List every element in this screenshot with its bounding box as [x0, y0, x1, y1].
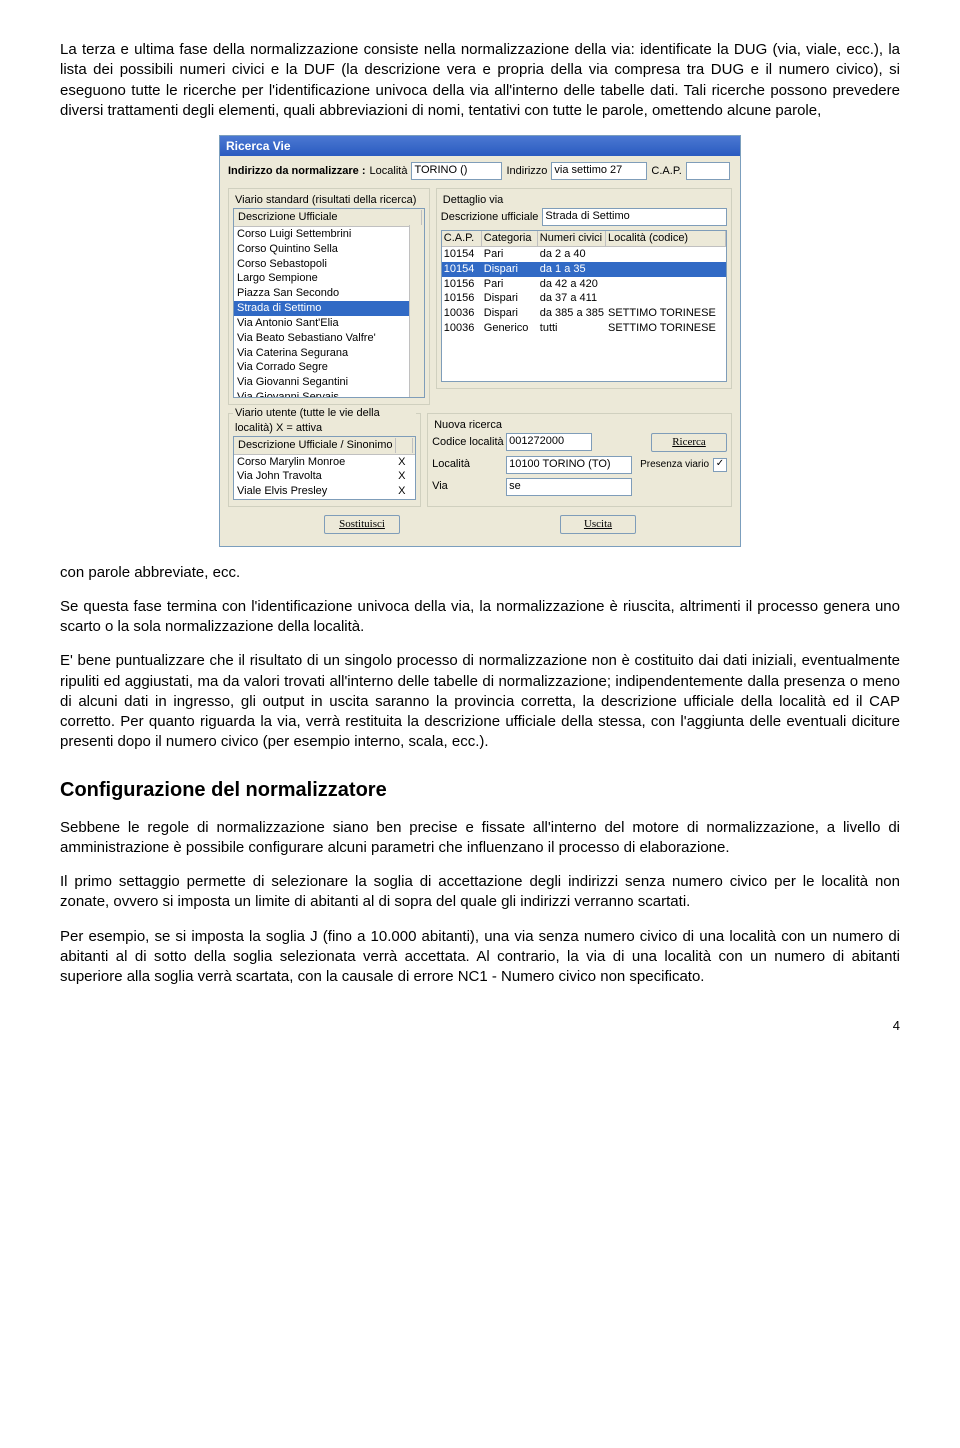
paragraph-6: Il primo settaggio permette di seleziona…: [60, 872, 900, 913]
grp-dettaglio-via: Dettaglio via Descrizione ufficiale Stra…: [436, 188, 732, 389]
paragraph-2: con parole abbreviate, ecc.: [60, 563, 900, 583]
lbl-indirizzo2: Indirizzo: [506, 164, 547, 179]
det-cell[interactable]: da 42 a 420: [538, 277, 606, 292]
viario-item[interactable]: Largo Sempione: [234, 271, 424, 286]
det-cell[interactable]: SETTIMO TORINESE: [606, 306, 726, 321]
det-cell[interactable]: [606, 262, 726, 277]
paragraph-4: E' bene puntualizzare che il risultato d…: [60, 651, 900, 752]
utente-item[interactable]: Via John TravoltaX: [234, 469, 415, 484]
det-cell[interactable]: 10156: [442, 277, 482, 292]
viario-utente-list[interactable]: Descrizione Ufficiale / Sinonimo Corso M…: [233, 436, 416, 500]
grp-nuova-ricerca: Nuova ricerca Codice località 001272000 …: [427, 413, 732, 507]
det-cell[interactable]: [606, 247, 726, 262]
inp-cap[interactable]: [686, 162, 730, 180]
det-cell[interactable]: 10036: [442, 321, 482, 336]
grp-viario-standard: Viario standard (risultati della ricerca…: [228, 188, 430, 405]
lbl-indirizzo: Indirizzo da normalizzare :: [228, 164, 366, 179]
lbl-localita: Località: [370, 164, 408, 179]
utente-item[interactable]: Viale Elvis PresleyX: [234, 484, 415, 499]
viario-standard-list[interactable]: Descrizione Ufficiale Corso Luigi Settem…: [233, 208, 425, 398]
col-descrizione: Descrizione Ufficiale: [236, 210, 422, 225]
det-col-header: Categoria: [482, 231, 538, 247]
btn-sostituisci[interactable]: Sostituisci: [324, 515, 400, 534]
viario-item[interactable]: Via Giovanni Servais: [234, 390, 424, 398]
paragraph-5: Sebbene le regole di normalizzazione sia…: [60, 818, 900, 859]
scrollbar-icon[interactable]: [409, 225, 424, 397]
det-col-header: Località (codice): [606, 231, 726, 247]
det-cell[interactable]: Pari: [482, 247, 538, 262]
det-cell[interactable]: 10154: [442, 247, 482, 262]
det-cell[interactable]: 10036: [442, 306, 482, 321]
det-col-header: Numeri civici: [538, 231, 606, 247]
viario-item[interactable]: Via Corrado Segre: [234, 360, 424, 375]
paragraph-1: La terza e ultima fase della normalizzaz…: [60, 40, 900, 121]
heading-configurazione: Configurazione del normalizzatore: [60, 777, 900, 804]
inp-localita[interactable]: TORINO (): [411, 162, 502, 180]
dialog-titlebar: Ricerca Vie: [220, 136, 740, 156]
grp-viario-utente-label: Viario utente (tutte le vie della locali…: [233, 406, 416, 436]
det-cell[interactable]: da 2 a 40: [538, 247, 606, 262]
lbl-localita2: Località: [432, 457, 502, 472]
utente-item[interactable]: Corso Marylin MonroeX: [234, 455, 415, 470]
viario-item[interactable]: Piazza San Secondo: [234, 286, 424, 301]
ricerca-vie-dialog: Ricerca Vie Indirizzo da normalizzare : …: [219, 135, 741, 547]
det-cell[interactable]: SETTIMO TORINESE: [606, 321, 726, 336]
col-desc-sinonimo: Descrizione Ufficiale / Sinonimo: [236, 438, 396, 453]
inp-codice-localita[interactable]: 001272000: [506, 433, 592, 451]
det-cell[interactable]: Dispari: [482, 291, 538, 306]
det-cell[interactable]: Generico: [482, 321, 538, 336]
inp-localita2[interactable]: 10100 TORINO (TO): [506, 456, 632, 474]
det-col-header: C.A.P.: [442, 231, 482, 247]
det-cell[interactable]: Dispari: [482, 262, 538, 277]
viario-item[interactable]: Via Giovanni Segantini: [234, 375, 424, 390]
paragraph-3: Se questa fase termina con l'identificaz…: [60, 597, 900, 638]
address-row: Indirizzo da normalizzare : Località TOR…: [228, 162, 732, 180]
inp-via[interactable]: se: [506, 478, 632, 496]
paragraph-7: Per esempio, se si imposta la soglia J (…: [60, 927, 900, 988]
det-cell[interactable]: [606, 277, 726, 292]
btn-ricerca[interactable]: Ricerca: [651, 433, 727, 452]
det-cell[interactable]: da 385 a 385: [538, 306, 606, 321]
grp-viario-standard-label: Viario standard (risultati della ricerca…: [233, 193, 418, 208]
viario-item[interactable]: Via Beato Sebastiano Valfre': [234, 331, 424, 346]
lbl-via: Via: [432, 479, 502, 494]
det-cell[interactable]: da 1 a 35: [538, 262, 606, 277]
dettaglio-list[interactable]: C.A.P.CategoriaNumeri civiciLocalità (co…: [441, 230, 727, 382]
lbl-presenza-viario: Presenza viario: [640, 460, 709, 470]
viario-item[interactable]: Via Antonio Sant'Elia: [234, 316, 424, 331]
lbl-desc-ufficiale: Descrizione ufficiale: [441, 210, 539, 225]
lbl-cap: C.A.P.: [651, 164, 681, 179]
grp-viario-utente: Viario utente (tutte le vie della locali…: [228, 413, 421, 507]
inp-desc-ufficiale[interactable]: Strada di Settimo: [542, 208, 727, 226]
det-cell[interactable]: 10154: [442, 262, 482, 277]
det-cell[interactable]: [606, 291, 726, 306]
grp-nuova-label: Nuova ricerca: [432, 418, 504, 433]
btn-uscita[interactable]: Uscita: [560, 515, 636, 534]
screenshot-dialog-wrap: Ricerca Vie Indirizzo da normalizzare : …: [60, 135, 900, 547]
page-number: 4: [60, 1017, 900, 1035]
viario-item[interactable]: Corso Luigi Settembrini: [234, 227, 424, 242]
inp-indirizzo[interactable]: via settimo 27: [551, 162, 647, 180]
grp-dettaglio-label: Dettaglio via: [441, 193, 506, 208]
chk-presenza-viario[interactable]: ✓: [713, 458, 727, 472]
det-cell[interactable]: da 37 a 411: [538, 291, 606, 306]
det-cell[interactable]: Dispari: [482, 306, 538, 321]
det-cell[interactable]: 10156: [442, 291, 482, 306]
det-cell[interactable]: tutti: [538, 321, 606, 336]
viario-item[interactable]: Corso Quintino Sella: [234, 242, 424, 257]
lbl-codice-localita: Codice località: [432, 435, 502, 450]
viario-item[interactable]: Corso Sebastopoli: [234, 257, 424, 272]
det-cell[interactable]: Pari: [482, 277, 538, 292]
viario-item[interactable]: Strada di Settimo: [234, 301, 424, 316]
viario-item[interactable]: Via Caterina Segurana: [234, 346, 424, 361]
